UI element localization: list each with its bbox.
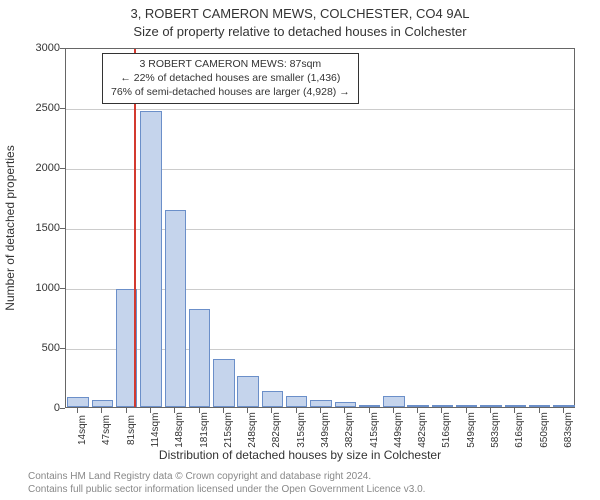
xtick-label: 683sqm — [563, 412, 574, 448]
xtick-label: 114sqm — [150, 413, 161, 448]
chart-title-address: 3, ROBERT CAMERON MEWS, COLCHESTER, CO4 … — [0, 6, 600, 21]
footer-line1: Contains HM Land Registry data © Crown c… — [28, 471, 425, 484]
ytick-label: 500 — [10, 342, 60, 354]
xtick-label: 14sqm — [77, 415, 88, 445]
info-box: 3 ROBERT CAMERON MEWS: 87sqm ← 22% of de… — [102, 53, 359, 104]
histogram-bar — [505, 405, 526, 407]
histogram-bar — [262, 391, 283, 407]
ytick-mark — [60, 108, 65, 109]
histogram-bar — [432, 405, 453, 407]
xtick-mark — [77, 408, 78, 413]
chart-subtitle: Size of property relative to detached ho… — [0, 24, 600, 39]
histogram-bar — [407, 405, 428, 407]
histogram-bar — [529, 405, 550, 407]
xtick-mark — [126, 408, 127, 413]
plot-area: 3 ROBERT CAMERON MEWS: 87sqm ← 22% of de… — [65, 48, 575, 408]
xtick-label: 215sqm — [223, 412, 234, 448]
ytick-label: 2000 — [10, 162, 60, 174]
xtick-mark — [101, 408, 102, 413]
ytick-mark — [60, 228, 65, 229]
xtick-label: 148sqm — [174, 412, 185, 448]
xtick-label: 482sqm — [417, 412, 428, 448]
histogram-bar — [189, 309, 210, 407]
xtick-label: 583sqm — [490, 412, 501, 448]
xtick-label: 248sqm — [247, 412, 258, 448]
info-box-line1: 3 ROBERT CAMERON MEWS: 87sqm — [111, 57, 350, 71]
info-box-line2: ← 22% of detached houses are smaller (1,… — [111, 71, 350, 85]
xtick-label: 616sqm — [514, 412, 525, 448]
ytick-label: 2500 — [10, 102, 60, 114]
xtick-label: 650sqm — [539, 412, 550, 448]
ytick-mark — [60, 288, 65, 289]
x-axis-title: Distribution of detached houses by size … — [0, 448, 600, 462]
xtick-label: 181sqm — [199, 412, 210, 448]
histogram-bar — [165, 210, 186, 407]
histogram-bar — [310, 400, 331, 407]
histogram-bar — [140, 111, 161, 407]
xtick-label: 449sqm — [393, 412, 404, 448]
xtick-label: 315sqm — [296, 412, 307, 448]
ytick-mark — [60, 408, 65, 409]
histogram-bar — [456, 405, 477, 407]
histogram-bar — [359, 405, 380, 407]
histogram-bar — [237, 376, 258, 407]
histogram-bar — [383, 396, 404, 407]
footer-line2: Contains full public sector information … — [28, 484, 425, 497]
histogram-bar — [335, 402, 356, 407]
xtick-label: 282sqm — [271, 412, 282, 448]
info-box-line3: 76% of semi-detached houses are larger (… — [111, 85, 350, 99]
histogram-bar — [553, 405, 574, 407]
xtick-label: 47sqm — [101, 415, 112, 445]
ytick-label: 0 — [10, 402, 60, 414]
ytick-label: 3000 — [10, 42, 60, 54]
xtick-label: 415sqm — [369, 412, 380, 448]
histogram-bar — [213, 359, 234, 407]
ytick-mark — [60, 168, 65, 169]
ytick-mark — [60, 348, 65, 349]
xtick-label: 516sqm — [441, 412, 452, 448]
histogram-bar — [92, 400, 113, 407]
ytick-label: 1500 — [10, 222, 60, 234]
ytick-label: 1000 — [10, 282, 60, 294]
histogram-bar — [480, 405, 501, 407]
histogram-bar — [67, 397, 88, 407]
ytick-mark — [60, 48, 65, 49]
xtick-label: 81sqm — [126, 415, 137, 445]
chart-container: 3, ROBERT CAMERON MEWS, COLCHESTER, CO4 … — [0, 0, 600, 500]
xtick-label: 382sqm — [344, 412, 355, 448]
histogram-bar — [286, 396, 307, 407]
xtick-label: 549sqm — [466, 412, 477, 448]
footer-attribution: Contains HM Land Registry data © Crown c… — [28, 471, 425, 496]
xtick-label: 349sqm — [320, 412, 331, 448]
